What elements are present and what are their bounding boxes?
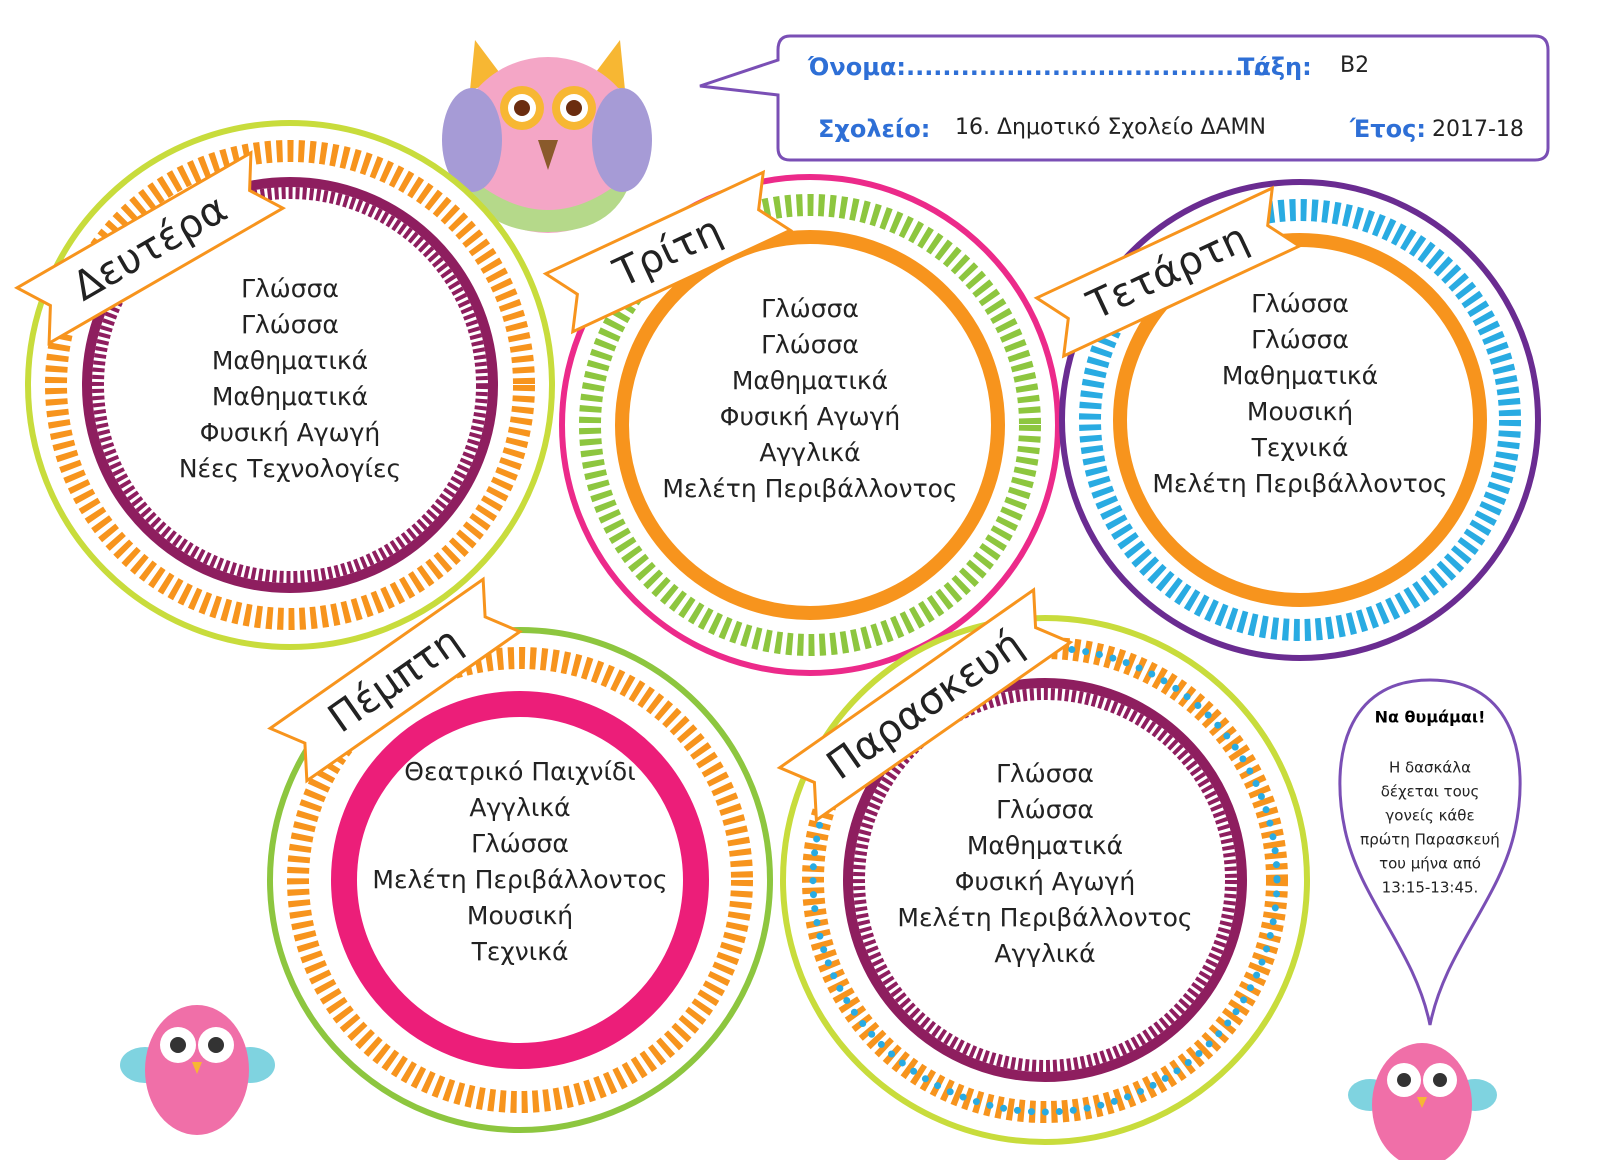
reminder-line: γονείς κάθε xyxy=(1385,807,1474,825)
day-circle: Γλώσσα Γλώσσα Μαθηματικά Μουσική Τεχνικά Μελέ… xyxy=(1033,179,1541,661)
banner-shape xyxy=(1033,185,1303,359)
subject: Γλώσσα xyxy=(241,274,339,303)
dashed-ring xyxy=(45,140,535,630)
reminder-line: δέχεται τους xyxy=(1381,783,1480,801)
subject: Γλώσσα xyxy=(996,759,1094,788)
subject: Φυσική Αγωγή xyxy=(200,418,380,447)
year-value: 2017-18 xyxy=(1432,117,1524,142)
banner-shape xyxy=(542,169,794,335)
subject: Μελέτη Περιβάλλοντος xyxy=(1152,469,1447,498)
subject: Νέες Τεχνολογίες xyxy=(179,454,401,483)
school-label: Σχολείο: xyxy=(818,115,930,143)
class-value: Β2 xyxy=(1340,53,1369,78)
subject: Τεχνικά xyxy=(1251,433,1349,462)
inner-ring xyxy=(615,230,1005,620)
subject: Μαθηματικά xyxy=(967,831,1123,860)
subject: Τεχνικά xyxy=(471,937,569,966)
inner-ring xyxy=(82,177,498,593)
subject: Γλώσσα xyxy=(241,310,339,339)
school-value: 16. Δημοτικό Σχολείο ΔΑΜΝ xyxy=(955,115,1266,140)
subject: Γλώσσα xyxy=(1251,325,1349,354)
subject: Αγγλικά xyxy=(759,438,860,467)
subject: Μελέτη Περιβάλλοντος xyxy=(662,474,957,503)
day-circle: Γλώσσα Γλώσσα Μαθηματικά Μαθηματικά Φυσική Α… xyxy=(13,120,555,650)
subject: Αγγλικά xyxy=(469,793,570,822)
inner-ring xyxy=(1113,233,1487,607)
subject: Μελέτη Περιβάλλοντος xyxy=(897,903,1192,932)
subject: Μελέτη Περιβάλλοντος xyxy=(372,865,667,894)
header-bubble xyxy=(699,34,1550,162)
owl-small-left xyxy=(120,1005,275,1135)
class-label: Τάξη: xyxy=(1238,53,1312,81)
banner-shape xyxy=(13,150,287,346)
subject: Μαθηματικά xyxy=(212,346,368,375)
subject: Φυσική Αγωγή xyxy=(955,867,1135,896)
subject: Γλώσσα xyxy=(471,829,569,858)
subject: Μουσική xyxy=(1247,397,1353,426)
reminder-bubble xyxy=(1338,678,1522,1026)
reminder-line: του μήνα από xyxy=(1379,855,1481,873)
owl-large xyxy=(442,40,652,233)
day-circle: Γλώσσα Γλώσσα Μαθηματικά Φυσική Αγωγή Αγγλικ… xyxy=(542,169,1061,676)
name-label: Όνομα:..................................… xyxy=(807,53,1271,81)
inner-ring xyxy=(843,678,1247,1082)
reminder-line: Η δασκάλα xyxy=(1389,759,1471,777)
day-circle: Θεατρικό Παιχνίδι Αγγλικά Γλώσσα Μελέτη Περ… xyxy=(267,576,773,1133)
banner-shape xyxy=(267,576,523,784)
subject: Φυσική Αγωγή xyxy=(720,402,900,431)
banner-shape xyxy=(776,587,1074,823)
owl-small-right xyxy=(1348,1043,1497,1160)
inner-dashed-ring xyxy=(92,187,488,583)
subject: Γλώσσα xyxy=(1251,289,1349,318)
reminder-lines: Η δασκάλα δέχεται τους γονείς κάθε πρώτη Πα… xyxy=(1360,759,1500,897)
subject: Αγγλικά xyxy=(994,939,1095,968)
day-circle: Γλώσσα Γλώσσα Μαθηματικά Φυσική Αγωγή Μελέτη… xyxy=(776,587,1310,1145)
subject: Γλώσσα xyxy=(761,330,859,359)
reminder-line: 13:15-13:45. xyxy=(1382,879,1479,897)
inner-dashed-ring xyxy=(853,688,1237,1072)
subject: Θεατρικό Παιχνίδι xyxy=(404,757,635,786)
reminder-title: Να θυμάμαι! xyxy=(1375,708,1486,727)
year-label: Έτος: xyxy=(1349,115,1426,143)
dashed-ring xyxy=(579,194,1041,656)
dashed-ring xyxy=(287,647,753,1113)
subject: Μαθηματικά xyxy=(1222,361,1378,390)
subject: Γλώσσα xyxy=(761,294,859,323)
subject: Μαθηματικά xyxy=(732,366,888,395)
reminder-line: πρώτη Παρασκευή xyxy=(1360,831,1500,849)
subject: Μαθηματικά xyxy=(212,382,368,411)
dashed-ring xyxy=(1079,199,1521,641)
inner-ring xyxy=(331,691,709,1069)
subject: Μουσική xyxy=(467,901,573,930)
subject: Γλώσσα xyxy=(996,795,1094,824)
days: Γλώσσα Γλώσσα Μαθηματικά Μαθηματικά Φυσική Α… xyxy=(13,120,1541,1145)
